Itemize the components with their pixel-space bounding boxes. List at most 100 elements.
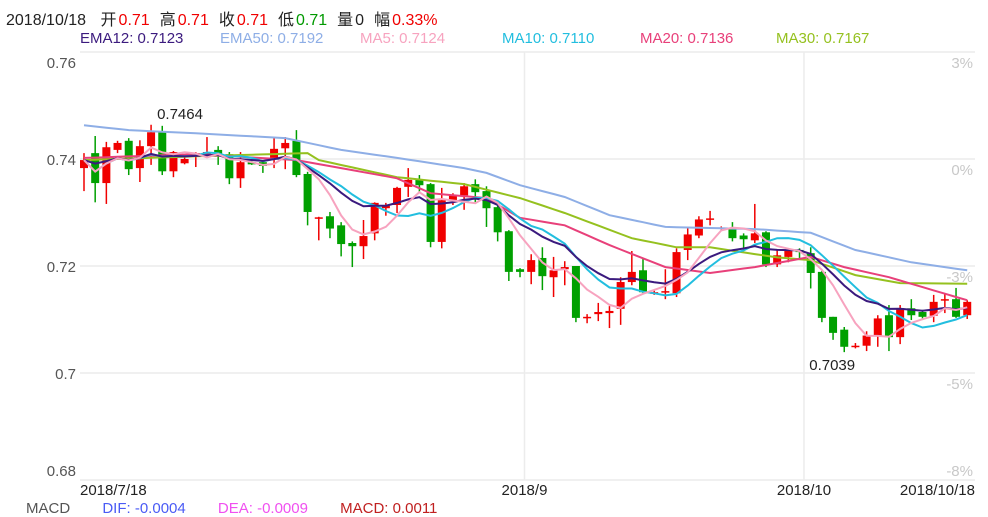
candle-up xyxy=(750,233,759,241)
candle-down xyxy=(538,257,547,277)
candle-down xyxy=(158,131,167,172)
right-percent-label: -8% xyxy=(946,463,973,480)
candle-up xyxy=(169,152,178,172)
y-tick-label: 0.68 xyxy=(47,463,76,480)
candle-up xyxy=(113,142,122,150)
x-tick-label: 2018/10/18 xyxy=(900,482,975,499)
candle-up xyxy=(180,159,189,164)
candle-down xyxy=(728,227,737,239)
candle-up xyxy=(672,252,681,294)
candle-up xyxy=(616,282,625,309)
quote-field-label: 收 xyxy=(218,12,235,29)
candle-down xyxy=(829,316,838,333)
candle-up xyxy=(851,345,860,348)
candle-up xyxy=(527,260,536,272)
candle-down xyxy=(471,184,480,193)
right-percent-label: -3% xyxy=(946,269,973,286)
candle-down xyxy=(337,225,346,245)
x-tick-label: 2018/7/18 xyxy=(80,482,147,499)
candle-up xyxy=(706,218,715,220)
legend-ma10: MA10: 0.7110 xyxy=(502,30,595,47)
quote-date: 2018/10/18 xyxy=(6,12,87,29)
candle-down xyxy=(918,312,927,317)
right-percent-label: -5% xyxy=(946,376,973,393)
candle-down xyxy=(817,271,826,318)
candle-up xyxy=(683,234,692,250)
quote-field-label: 幅 xyxy=(374,12,391,29)
candle-up xyxy=(594,312,603,315)
candle-down xyxy=(907,308,916,316)
line-ema50 xyxy=(83,124,968,272)
right-percent-label: 3% xyxy=(951,55,973,72)
candle-up xyxy=(773,255,782,265)
candle-up xyxy=(102,147,111,184)
y-tick-label: 0.74 xyxy=(47,152,76,169)
candle-down xyxy=(292,140,301,176)
candle-up xyxy=(236,162,245,179)
line-ma5 xyxy=(83,146,968,338)
macd-dif: DIF: -0.0004 xyxy=(102,500,186,517)
min-price-label: 0.7039 xyxy=(809,357,855,374)
quote-field-value: 0 xyxy=(355,12,365,29)
legend-ema12: EMA12: 0.7123 xyxy=(80,30,184,47)
candle-up xyxy=(437,200,446,242)
line-ma10 xyxy=(83,151,968,329)
quote-field-value: 0.71 xyxy=(118,12,150,29)
y-tick-label: 0.7 xyxy=(55,366,76,383)
candle-up xyxy=(940,299,949,301)
candle-down xyxy=(91,153,100,184)
quote-field-value: 0.71 xyxy=(236,12,268,29)
indicator-legend: EMA12: 0.7123 EMA50: 0.7192 MA5: 0.7124 MA1… xyxy=(80,30,896,47)
candle-down xyxy=(504,231,513,272)
candle-up xyxy=(314,217,323,219)
candle-down xyxy=(516,269,525,272)
candle-down xyxy=(214,149,223,155)
candle-up xyxy=(549,270,558,278)
candle-up xyxy=(393,187,402,206)
candle-up xyxy=(281,142,290,149)
quote-header: 2018/10/18 开 0.71 高 0.71 收 0.71 低 0.71 量 0 幅 0.33% xyxy=(6,6,441,30)
macd-dea: DEA: -0.0009 xyxy=(217,500,308,517)
candle-up xyxy=(627,271,636,283)
candle-up xyxy=(873,318,882,336)
candle-down xyxy=(493,207,502,233)
candle-down xyxy=(952,299,961,317)
macd-title: MACD xyxy=(26,500,71,517)
legend-ema50: EMA50: 0.7192 xyxy=(220,30,324,47)
quote-field-label: 开 xyxy=(100,12,117,29)
y-tick-label: 0.72 xyxy=(47,259,76,276)
right-percent-label: 0% xyxy=(951,162,973,179)
y-tick-label: 0.76 xyxy=(47,55,76,72)
quote-field-value: 0.33% xyxy=(392,12,438,29)
quote-field-label: 高 xyxy=(159,12,176,29)
legend-ma5: MA5: 0.7124 xyxy=(360,30,446,47)
candle-up xyxy=(862,335,871,346)
candle-up xyxy=(359,236,368,247)
candle-down xyxy=(303,173,312,212)
candle-up xyxy=(80,160,88,169)
candle-down xyxy=(225,154,234,179)
legend-ma20: MA20: 0.7136 xyxy=(640,30,734,47)
candle-up xyxy=(784,251,793,257)
candle-up xyxy=(661,291,670,293)
candle-up xyxy=(605,310,614,314)
candle-down xyxy=(247,162,256,165)
legend-ma30: MA30: 0.7167 xyxy=(776,30,870,47)
macd-value: MACD: 0.0011 xyxy=(340,500,438,517)
candle-up xyxy=(370,202,379,234)
x-tick-label: 2018/9 xyxy=(502,482,548,499)
candle-up xyxy=(147,132,156,147)
macd-legend: MACD DIF: -0.0004 DEA: -0.0009 MACD: 0.0… xyxy=(26,501,465,516)
candle-down xyxy=(571,266,580,318)
candlestick-chart[interactable]: 0.76 3% 0.74 0% 0.72 -3% 0.7 -5% 0.68 -8% 2018/7/1… xyxy=(0,0,988,506)
candle-down xyxy=(884,315,893,338)
candle-down xyxy=(739,235,748,240)
quote-field-value: 0.71 xyxy=(296,12,328,29)
candle-down xyxy=(124,140,133,170)
candle-up xyxy=(460,186,469,196)
quote-field-label: 低 xyxy=(278,12,295,29)
candle-down xyxy=(426,184,435,242)
candle-up xyxy=(896,308,905,338)
candle-up xyxy=(448,195,457,201)
quote-field-value: 0.71 xyxy=(177,12,209,29)
